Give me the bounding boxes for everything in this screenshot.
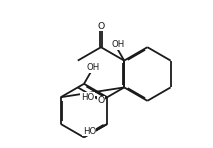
Text: HO: HO — [83, 127, 96, 136]
Text: O: O — [97, 22, 105, 30]
Text: OH: OH — [112, 41, 125, 49]
Text: HO: HO — [81, 93, 94, 102]
Text: O: O — [97, 96, 105, 105]
Text: OH: OH — [86, 63, 100, 72]
